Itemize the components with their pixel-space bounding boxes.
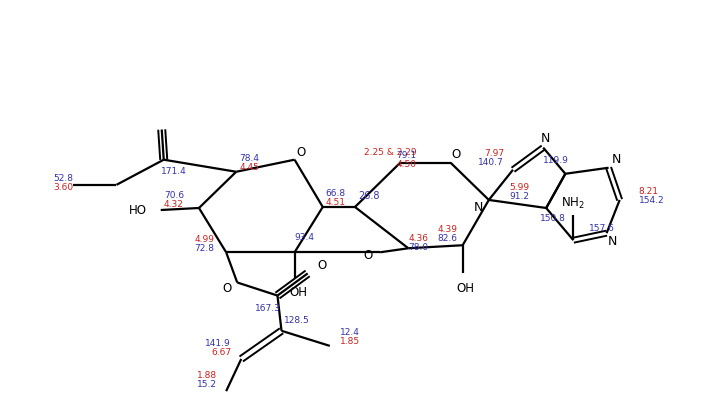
Text: 167.3: 167.3 bbox=[255, 304, 280, 313]
Text: 119.9: 119.9 bbox=[544, 156, 569, 165]
Text: 1.88: 1.88 bbox=[197, 371, 217, 379]
Text: 4.32: 4.32 bbox=[164, 201, 184, 209]
Text: 128.5: 128.5 bbox=[284, 316, 309, 325]
Text: 1.85: 1.85 bbox=[340, 337, 360, 347]
Text: 4.45: 4.45 bbox=[239, 163, 260, 172]
Text: 52.8: 52.8 bbox=[53, 174, 73, 183]
Text: 8.21: 8.21 bbox=[638, 187, 659, 196]
Text: O: O bbox=[363, 249, 372, 262]
Text: 91.2: 91.2 bbox=[509, 192, 529, 201]
Text: N: N bbox=[541, 132, 550, 145]
Text: 6.67: 6.67 bbox=[211, 349, 232, 357]
Text: 12.4: 12.4 bbox=[340, 328, 360, 337]
Text: N: N bbox=[474, 201, 483, 214]
Text: 93.4: 93.4 bbox=[295, 233, 315, 242]
Text: 4.99: 4.99 bbox=[194, 235, 214, 244]
Text: 4.36: 4.36 bbox=[408, 234, 429, 243]
Text: OH: OH bbox=[457, 282, 475, 295]
Text: 15.2: 15.2 bbox=[197, 379, 217, 389]
Text: 141.9: 141.9 bbox=[206, 339, 232, 348]
Text: 79.1: 79.1 bbox=[396, 151, 416, 160]
Text: HO: HO bbox=[129, 203, 147, 216]
Text: 2.25 & 2.29: 2.25 & 2.29 bbox=[364, 148, 416, 157]
Text: 4.39: 4.39 bbox=[438, 225, 457, 234]
Text: 5.99: 5.99 bbox=[509, 183, 529, 192]
Text: 157.6: 157.6 bbox=[588, 224, 614, 233]
Text: NH$_2$: NH$_2$ bbox=[562, 196, 585, 211]
Text: O: O bbox=[222, 282, 232, 295]
Text: 78.4: 78.4 bbox=[239, 154, 260, 163]
Text: 66.8: 66.8 bbox=[326, 189, 346, 198]
Text: 150.8: 150.8 bbox=[540, 214, 566, 223]
Text: 26.8: 26.8 bbox=[358, 191, 380, 201]
Text: 72.8: 72.8 bbox=[194, 244, 214, 253]
Text: OH: OH bbox=[290, 286, 308, 299]
Text: 4.50: 4.50 bbox=[396, 160, 416, 169]
Text: 4.51: 4.51 bbox=[326, 198, 346, 208]
Text: 82.6: 82.6 bbox=[438, 234, 457, 243]
Text: 140.7: 140.7 bbox=[478, 158, 504, 167]
Text: O: O bbox=[296, 146, 306, 159]
Text: N: N bbox=[608, 235, 618, 248]
Text: 70.6: 70.6 bbox=[164, 191, 184, 201]
Text: O: O bbox=[451, 148, 460, 161]
Text: 78.0: 78.0 bbox=[408, 243, 429, 252]
Text: 7.97: 7.97 bbox=[484, 149, 504, 158]
Text: 3.60: 3.60 bbox=[53, 183, 73, 192]
Text: O: O bbox=[317, 259, 326, 272]
Text: 171.4: 171.4 bbox=[161, 167, 187, 176]
Text: 154.2: 154.2 bbox=[638, 196, 664, 206]
Text: N: N bbox=[612, 153, 621, 166]
